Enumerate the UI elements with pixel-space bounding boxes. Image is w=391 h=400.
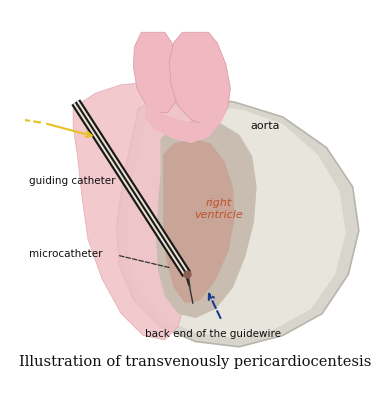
Polygon shape — [73, 82, 222, 340]
Polygon shape — [185, 273, 190, 286]
Polygon shape — [75, 102, 188, 275]
Text: guiding catheter: guiding catheter — [29, 176, 116, 186]
Text: aorta: aorta — [251, 121, 280, 131]
Text: back end of the guidewire: back end of the guidewire — [145, 329, 281, 339]
Polygon shape — [188, 285, 191, 288]
Polygon shape — [117, 97, 359, 347]
Text: Illustration of transvenously pericardiocentesis: Illustration of transvenously pericardio… — [19, 355, 371, 369]
Text: microcatheter: microcatheter — [29, 249, 103, 259]
Polygon shape — [133, 32, 179, 113]
Polygon shape — [156, 120, 256, 318]
Text: right
ventricle: right ventricle — [195, 198, 244, 220]
Polygon shape — [145, 104, 228, 143]
Polygon shape — [71, 99, 191, 277]
Polygon shape — [126, 105, 346, 338]
Polygon shape — [163, 139, 235, 303]
Polygon shape — [73, 100, 189, 276]
Polygon shape — [169, 32, 230, 126]
